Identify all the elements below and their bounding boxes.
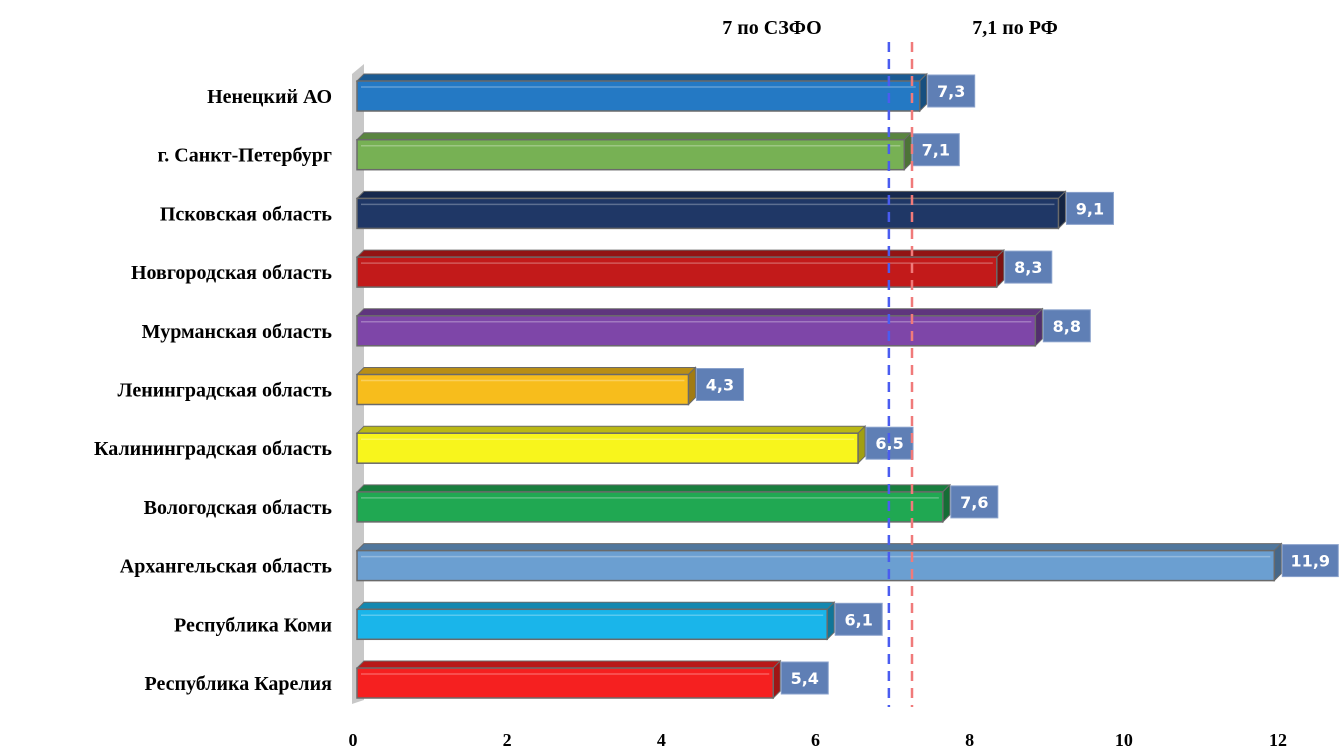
data-label-text: 6,5 [875, 434, 903, 453]
reference-line-label: 7,1 по РФ [972, 17, 1058, 39]
bar-front [356, 608, 828, 641]
bar-front [356, 80, 921, 112]
bar-top [355, 132, 913, 141]
data-label: 9,1 [1065, 191, 1114, 225]
category-label: Республика Коми [174, 614, 332, 636]
category-label: Калининградская область [94, 438, 332, 460]
bar [355, 424, 867, 465]
data-label: 7,1 [911, 133, 960, 167]
data-label-text: 8,8 [1053, 317, 1081, 336]
bar-top [355, 660, 782, 669]
bar-side [942, 483, 951, 524]
data-label-box [1065, 191, 1114, 225]
bar-side [772, 659, 781, 700]
bar-top [355, 367, 697, 375]
data-label: 11,9 [1281, 544, 1339, 578]
data-label: 6,1 [834, 602, 883, 636]
category-label: г. Санкт-Петербург [157, 145, 332, 167]
bar-top [355, 308, 1044, 317]
category-label: Мурманская область [142, 321, 333, 343]
bar [355, 483, 952, 524]
data-label: 7,3 [927, 74, 976, 108]
data-label-box [950, 485, 999, 519]
data-label-text: 7,6 [960, 493, 988, 512]
bar [355, 659, 782, 700]
x-tick-label: 2 [503, 730, 512, 750]
category-labels: Ненецкий АО г. Санкт-Петербург Псковская о… [94, 86, 332, 695]
bar-front [356, 315, 1037, 347]
bar-front [356, 138, 906, 171]
category-label: Псковская область [160, 203, 333, 225]
data-label-text: 7,3 [937, 82, 965, 101]
data-label-box [834, 602, 883, 636]
bar-side [1273, 542, 1282, 582]
bar-front [356, 491, 944, 523]
reference-lines: 7 по СЗФО 7,1 по РФ [722, 17, 1058, 707]
bar-side [919, 72, 928, 113]
data-label-text: 8,3 [1014, 258, 1042, 277]
bar [355, 190, 1067, 230]
x-tick-label: 4 [657, 730, 666, 750]
data-label-box [1281, 544, 1339, 578]
bar [355, 601, 836, 641]
data-label-text: 6,1 [845, 610, 873, 629]
category-label: Ленинградская область [118, 380, 333, 402]
bar-top [355, 484, 952, 493]
bar-top [355, 601, 836, 610]
data-label-text: 5,4 [791, 669, 819, 688]
x-tick-label: 8 [965, 730, 974, 750]
category-label: Республика Карелия [145, 673, 333, 695]
bar [355, 131, 913, 171]
data-label: 7,6 [950, 485, 999, 519]
x-tick-label: 12 [1269, 730, 1287, 750]
bar-side [1034, 307, 1043, 348]
bar-top [355, 249, 1005, 258]
bar [355, 542, 1283, 582]
category-label: Новгородская область [131, 262, 332, 284]
bar [355, 307, 1044, 348]
x-axis-ticks: 0 2 4 6 8 10 12 [349, 730, 1288, 750]
bar-top [355, 190, 1067, 199]
reference-line-label: 7 по СЗФО [722, 17, 822, 39]
x-tick-label: 0 [349, 730, 358, 750]
category-label: Архангельская область [120, 556, 333, 578]
bar-side [996, 248, 1005, 289]
data-label-box [780, 661, 829, 695]
data-label-box [1042, 309, 1091, 343]
x-tick-label: 6 [811, 730, 820, 750]
x-tick-label: 10 [1115, 730, 1133, 750]
category-label: Вологодская область [144, 497, 333, 519]
data-label-text: 9,1 [1076, 199, 1104, 218]
bars-group [355, 72, 1283, 700]
category-label: Ненецкий АО [207, 86, 332, 108]
bar-front [356, 432, 859, 464]
bar-top [355, 425, 867, 434]
bar-side [1057, 190, 1066, 230]
bar-side [687, 366, 696, 406]
data-label-box [1004, 250, 1053, 284]
data-label-box [695, 368, 744, 401]
data-label: 8,3 [1004, 250, 1053, 284]
bar-top [355, 543, 1283, 552]
bar [355, 248, 1005, 289]
data-label-box [927, 74, 976, 108]
bar [355, 366, 697, 406]
bar-front [356, 373, 690, 406]
bar-side [857, 424, 866, 465]
data-label: 8,8 [1042, 309, 1091, 343]
bar-front [356, 667, 774, 699]
bar-front [356, 256, 998, 288]
bar-front [356, 549, 1276, 582]
bar-side [826, 601, 835, 641]
bar-top [355, 73, 928, 82]
data-label-text: 4,3 [706, 376, 734, 395]
data-label: 5,4 [780, 661, 829, 695]
data-label-text: 7,1 [922, 141, 950, 160]
data-label-text: 11,9 [1291, 552, 1330, 571]
bar-front [356, 197, 1060, 230]
bar [355, 72, 928, 113]
bar-side [903, 131, 912, 171]
data-label: 4,3 [695, 368, 744, 401]
